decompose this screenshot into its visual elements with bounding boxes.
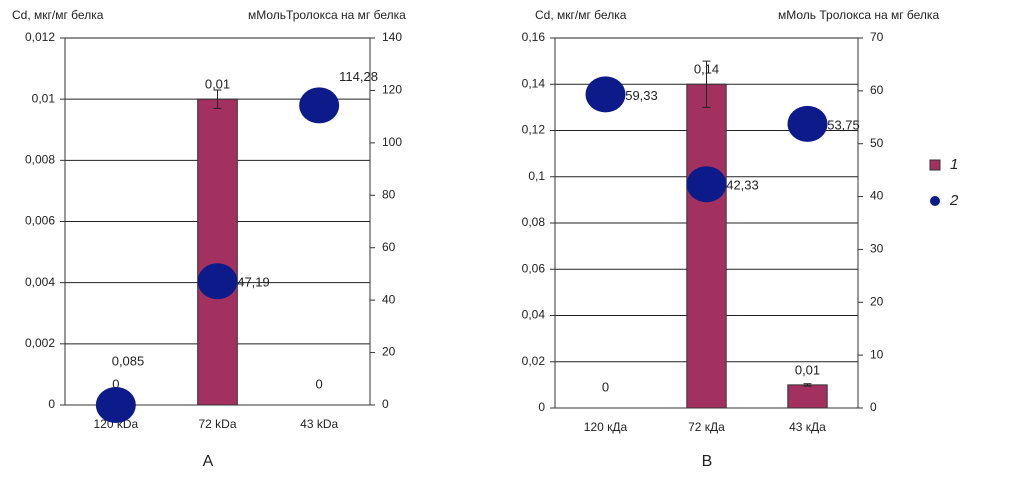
data-label: 59,33 (625, 88, 658, 103)
y-tick-label: 0,08 (522, 215, 546, 229)
x-tick-label: 120 кДа (584, 420, 628, 434)
y-tick-label: 0,06 (522, 261, 546, 275)
data-label: 47,19 (237, 275, 270, 290)
y2-tick-label: 40 (870, 189, 884, 203)
x-tick-label: 120 kDa (93, 417, 138, 431)
dot (299, 87, 340, 124)
y2-tick-label: 120 (382, 83, 402, 97)
dot (197, 263, 238, 300)
y-tick-label: 0,002 (25, 336, 55, 350)
data-label: 0 (112, 376, 119, 391)
legend-swatch (929, 159, 941, 171)
y-tick-label: 0,16 (522, 30, 546, 44)
dot (787, 105, 828, 142)
y2-tick-label: 20 (382, 345, 396, 359)
bar (197, 98, 238, 406)
data-label: 53,75 (827, 117, 860, 132)
y2-axis-label: мМоль Тролокса на мг белка (778, 8, 939, 22)
data-label: 42,33 (726, 178, 759, 193)
subtitle: В (702, 453, 713, 470)
y-tick-label: 0,14 (522, 76, 546, 90)
y2-tick-label: 20 (870, 294, 884, 308)
subtitle: А (203, 453, 214, 470)
y-tick-label: 0,1 (528, 169, 545, 183)
y2-tick-label: 80 (382, 187, 396, 201)
y-tick-label: 0,12 (522, 123, 546, 137)
annotation: 0,085 (112, 353, 145, 368)
x-tick-label: 43 кДа (789, 420, 826, 434)
data-label: 0 (602, 379, 609, 394)
y2-tick-label: 60 (382, 240, 396, 254)
legend-label: 2 (949, 192, 959, 209)
bar (787, 384, 828, 409)
y-tick-label: 0,01 (32, 91, 56, 105)
y-axis-label: Cd, мкг/мг белка (535, 8, 627, 22)
legend-label: 1 (950, 156, 958, 173)
y2-tick-label: 40 (382, 292, 396, 306)
y-axis-label: Cd, мкг/мг белка (12, 8, 104, 22)
y-tick-label: 0,04 (522, 308, 546, 322)
y-tick-label: 0,004 (25, 275, 55, 289)
y2-tick-label: 10 (870, 347, 884, 361)
y-tick-label: 0,012 (25, 30, 55, 44)
y-tick-label: 0 (538, 400, 545, 414)
y-tick-label: 0,02 (522, 354, 546, 368)
x-tick-label: 43 kDa (300, 417, 338, 431)
dot (585, 76, 626, 113)
dot (95, 387, 136, 423)
y2-tick-label: 60 (870, 83, 884, 97)
y2-tick-label: 50 (870, 136, 884, 150)
y2-tick-label: 0 (870, 400, 877, 414)
y2-tick-label: 30 (870, 242, 884, 256)
legend-swatch (930, 196, 940, 206)
dot (686, 166, 727, 203)
y-tick-label: 0,008 (25, 153, 55, 167)
x-tick-label: 72 кДа (688, 420, 725, 434)
y-tick-label: 0 (48, 397, 55, 411)
y2-tick-label: 0 (382, 397, 389, 411)
y-tick-label: 0,006 (25, 214, 55, 228)
bar (686, 83, 727, 409)
x-tick-label: 72 kDa (198, 417, 236, 431)
data-label: 0,01 (205, 77, 230, 92)
data-label: 114,28 (339, 69, 378, 84)
data-label: 0 (316, 376, 323, 391)
data-label: 0,01 (795, 362, 820, 377)
data-label: 0,14 (694, 62, 719, 77)
y2-tick-label: 100 (382, 135, 402, 149)
y2-axis-label: мМольТролокса на мг белка (248, 8, 406, 22)
y2-tick-label: 140 (382, 30, 402, 44)
y2-tick-label: 70 (870, 30, 884, 44)
